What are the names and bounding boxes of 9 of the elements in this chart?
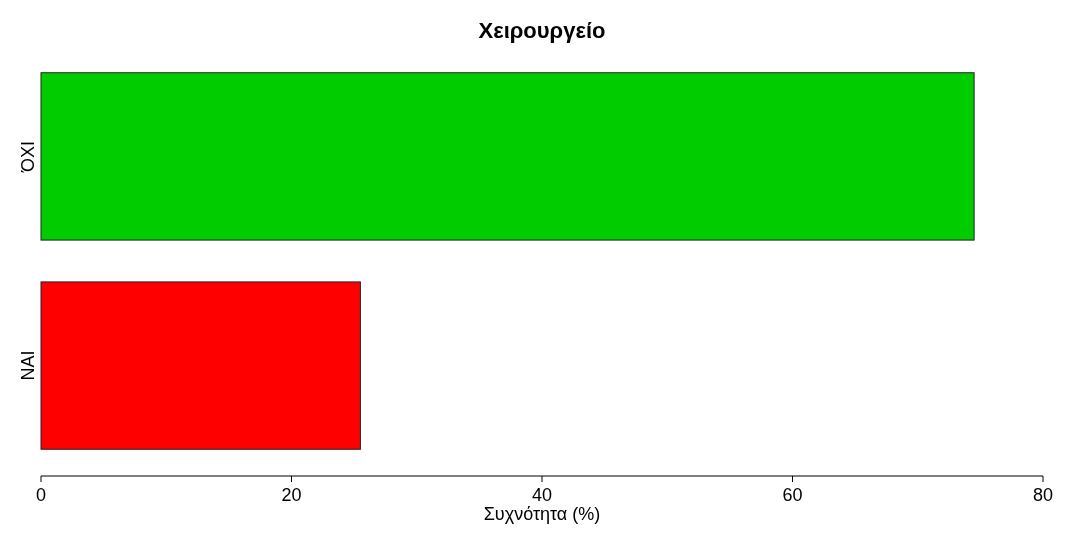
x-tick-label: 40	[531, 485, 553, 505]
x-axis-title: Συχνότητα (%)	[483, 504, 601, 524]
x-tick-label: 20	[281, 485, 302, 505]
chart-title: Χειρουργείο	[478, 18, 606, 43]
y-tick-label: ΌΧΙ	[18, 140, 38, 173]
x-tick-label: 80	[1032, 485, 1054, 505]
x-tick-label: 0	[35, 485, 47, 505]
y-tick-label: ΝΑΙ	[18, 350, 38, 381]
x-tick-label: 60	[782, 485, 803, 505]
